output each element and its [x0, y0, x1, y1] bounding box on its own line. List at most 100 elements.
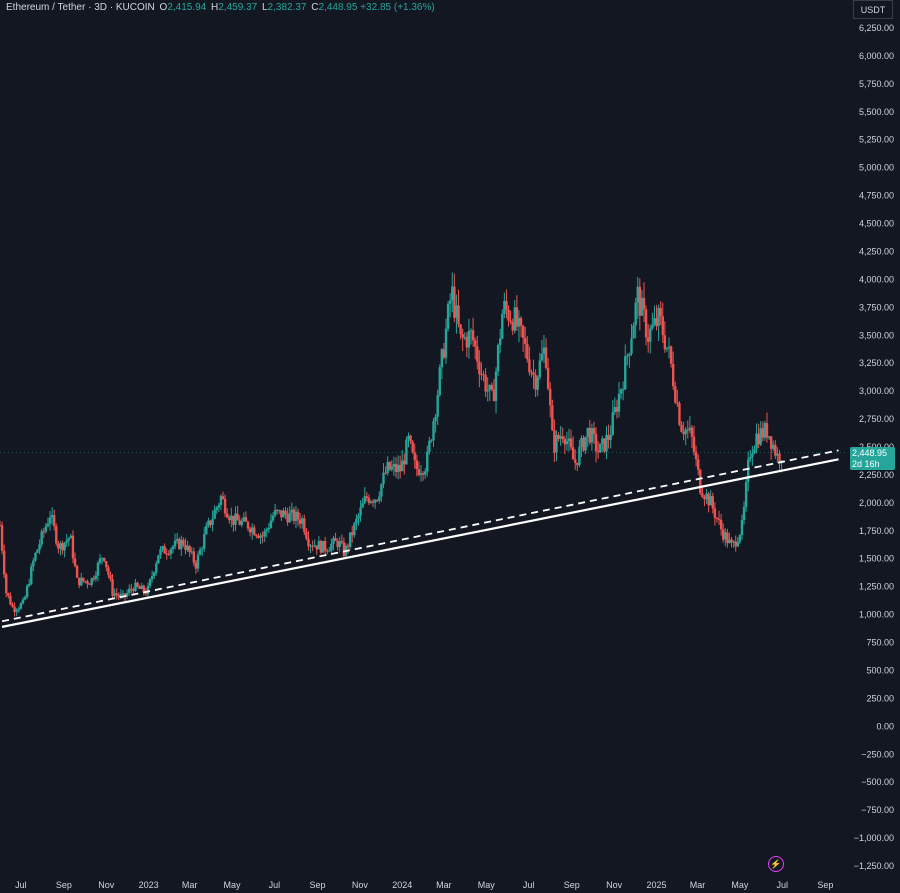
candle-body [609, 434, 612, 440]
candle-body [736, 541, 739, 547]
candle-body [405, 439, 408, 465]
candle-body [419, 473, 423, 475]
candle-body [755, 433, 758, 449]
candle-body [442, 349, 446, 358]
candle-body [407, 435, 410, 440]
candle-body [659, 307, 662, 317]
candle-body [667, 346, 671, 348]
x-tick-label: Sep [564, 880, 580, 890]
y-tick-label: 0.00 [876, 721, 894, 731]
candle-body [2, 550, 6, 575]
candle-body [742, 506, 746, 520]
candle-body [705, 493, 708, 500]
candle-body [594, 434, 598, 452]
candle-body [448, 300, 452, 304]
candle-body [392, 464, 396, 467]
high-value: 2,459.37 [218, 2, 258, 13]
candle-body [463, 336, 466, 338]
candle-body [465, 336, 469, 348]
candle-body [640, 297, 644, 316]
candle-body [628, 353, 631, 356]
candle-body [317, 541, 321, 550]
candle-body [157, 555, 160, 564]
candle-body [561, 436, 564, 439]
y-tick-label: −750.00 [861, 805, 894, 815]
candle-body [621, 389, 625, 391]
candle-body [674, 386, 677, 403]
candle-body [363, 496, 366, 504]
candle-body [34, 553, 37, 561]
candles [0, 272, 783, 617]
candle-body [524, 338, 527, 344]
candle-body [634, 302, 637, 326]
candle-body [67, 538, 70, 541]
candle-body [624, 356, 627, 390]
candle-body [638, 286, 642, 316]
candle-body [225, 513, 229, 518]
candle-body [153, 572, 156, 577]
candle-body [471, 330, 475, 341]
y-tick-label: 3,500.00 [859, 330, 894, 340]
candle-body [240, 521, 243, 525]
candle-body [578, 446, 581, 466]
candle-body [553, 430, 556, 453]
y-tick-label: 3,750.00 [859, 302, 894, 312]
candle-body [313, 545, 316, 547]
candle-body [194, 562, 198, 569]
candle-body [619, 389, 623, 394]
y-tick-label: 4,000.00 [859, 274, 894, 284]
candle-body [73, 558, 77, 566]
lightning-icon[interactable]: ⚡ [768, 856, 784, 872]
candle-body [774, 444, 777, 456]
candle-body [473, 340, 477, 347]
candle-body [630, 338, 633, 354]
candle-body [678, 403, 681, 425]
candle-body [696, 459, 700, 470]
candle-body [617, 393, 621, 412]
candle-body [626, 355, 629, 357]
candle-body [217, 505, 221, 508]
candle-body [467, 330, 471, 348]
candle-body [334, 538, 337, 541]
candle-body [426, 451, 429, 472]
candle-body [765, 423, 769, 438]
candle-body [588, 427, 592, 443]
candle-body [551, 405, 554, 431]
candle-body [180, 539, 183, 550]
candle-body [167, 553, 171, 555]
candle-body [52, 515, 56, 527]
candle-body [275, 509, 279, 511]
candle-body [286, 514, 289, 523]
candle-body [661, 316, 664, 336]
candle-body [265, 529, 268, 532]
candle-body [576, 462, 579, 466]
candle-body [253, 527, 256, 536]
y-tick-label: 3,000.00 [859, 386, 894, 396]
currency-button[interactable]: USDT [853, 0, 893, 19]
candle-body [198, 549, 202, 555]
candle-body [649, 328, 652, 342]
candle-body [27, 583, 31, 586]
candle-body [42, 531, 45, 533]
candle-body [294, 511, 298, 522]
candle-body [684, 429, 687, 435]
candle-body [494, 371, 498, 402]
candle-body [498, 338, 502, 345]
candle-body [651, 324, 654, 329]
x-tick-label: Mar [436, 880, 452, 890]
candle-body [211, 518, 214, 525]
candle-body [711, 496, 714, 509]
candle-body [44, 526, 48, 532]
candle-body [25, 585, 29, 598]
candle-body [123, 593, 127, 597]
candle-body [492, 389, 496, 402]
candle-body [590, 428, 594, 443]
high-label: H [211, 2, 219, 13]
candle-body [17, 608, 20, 611]
candle-body [428, 440, 431, 452]
candle-body [530, 372, 533, 374]
candle-body [269, 520, 273, 528]
open-value: 2,415.94 [167, 2, 207, 13]
candle-body [119, 594, 123, 597]
